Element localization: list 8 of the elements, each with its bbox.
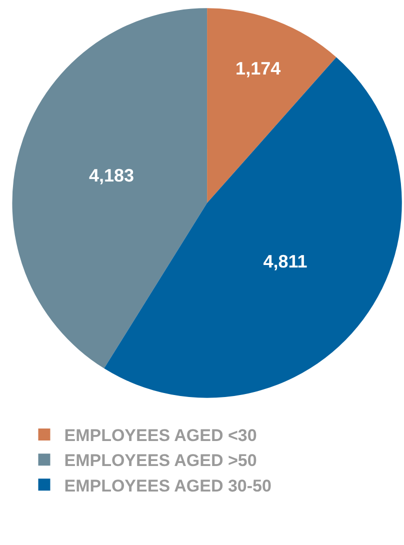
pie-slice xyxy=(207,8,336,204)
data-label: 1,174 xyxy=(236,58,281,79)
data-label: 4,183 xyxy=(89,166,134,186)
legend-label: EMPLOYEES AGED >50 xyxy=(64,451,257,470)
legend-label: EMPLOYEES AGED <30 xyxy=(64,426,257,446)
legend-label: EMPLOYEES AGED 30-50 xyxy=(64,476,272,496)
pie-slice xyxy=(12,8,208,368)
data-label: 4,811 xyxy=(263,251,308,272)
